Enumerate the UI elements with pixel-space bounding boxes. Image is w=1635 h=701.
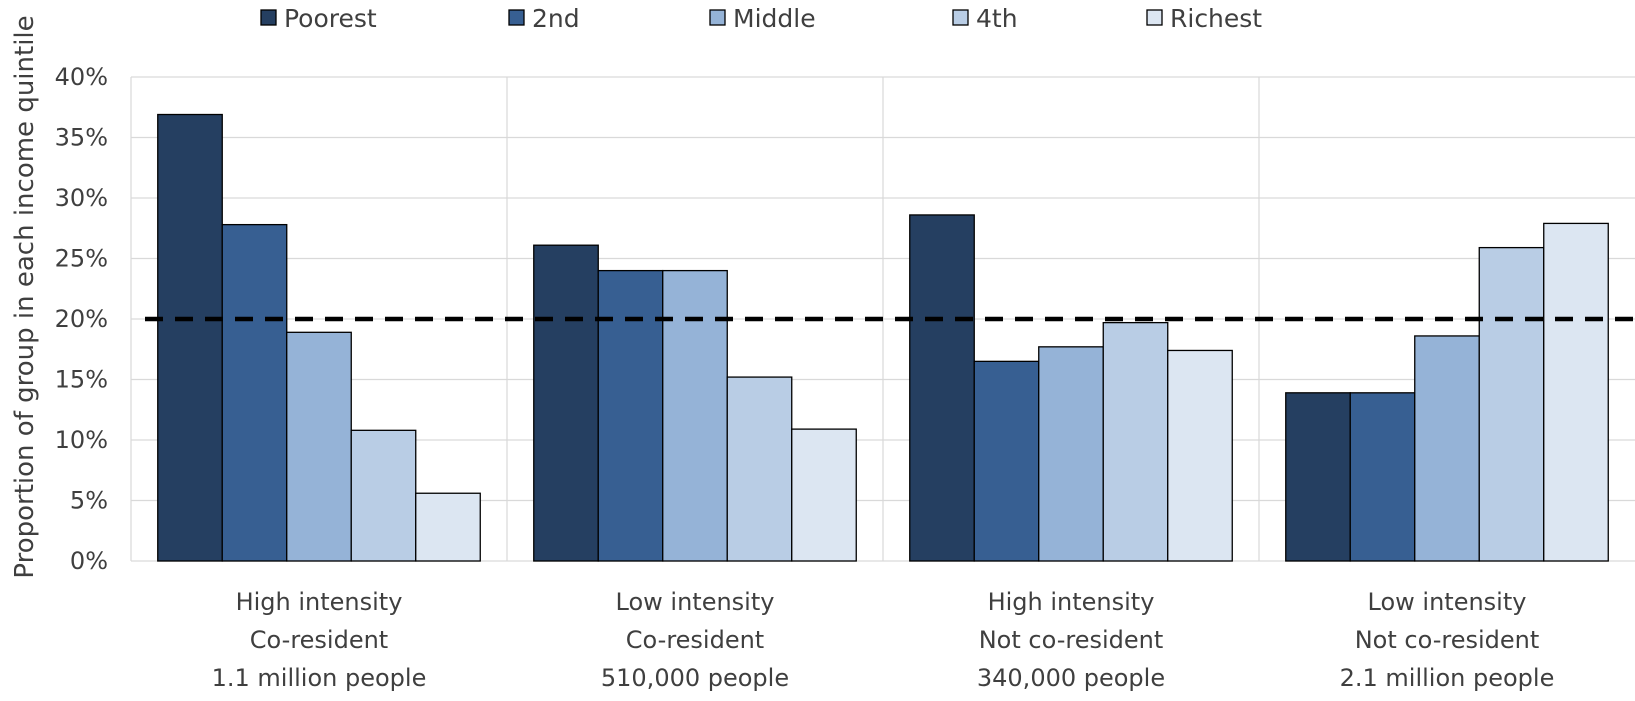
legend-label: 2nd <box>532 4 580 33</box>
y-tick-label: 5% <box>70 487 108 515</box>
bar-2nd <box>221 223 288 562</box>
legend-swatch <box>260 9 277 26</box>
y-tick-label: 25% <box>55 245 108 273</box>
x-category-label: Not co-resident <box>1355 626 1540 654</box>
legend-label: 4th <box>976 4 1018 33</box>
y-tick-label: 35% <box>55 124 108 152</box>
bar-middle <box>1414 335 1480 562</box>
legend-swatch <box>508 9 525 26</box>
bar-poorest <box>157 113 223 562</box>
bar-middle <box>662 269 728 562</box>
bar-richest <box>1543 222 1609 562</box>
bar-poorest <box>909 214 975 562</box>
y-tick-label: 20% <box>55 305 108 333</box>
legend: Poorest 2nd Middle 4th Richest <box>260 4 1262 33</box>
x-category-label: High intensity <box>236 588 403 616</box>
bar-4th <box>350 429 417 562</box>
bar-middle <box>286 331 352 562</box>
bar-richest <box>415 492 481 562</box>
bar-richest <box>1167 349 1233 562</box>
bar-4th <box>1478 246 1545 562</box>
legend-swatch <box>1146 9 1163 26</box>
legend-label: Middle <box>733 4 816 33</box>
legend-swatch <box>952 9 969 26</box>
x-category-label: High intensity <box>988 588 1155 616</box>
bar-2nd <box>597 269 664 562</box>
x-category-label: 340,000 people <box>977 664 1165 692</box>
bar-richest <box>791 428 857 562</box>
y-axis-ticks: 0% 5% 10% 15% 20% 25% 30% 35% 40% <box>55 63 108 575</box>
x-category-label: Co-resident <box>250 626 388 654</box>
x-category-label: Co-resident <box>626 626 764 654</box>
y-tick-label: 40% <box>55 63 108 91</box>
y-tick-label: 15% <box>55 366 108 394</box>
y-tick-label: 0% <box>70 547 108 575</box>
x-category-label: Low intensity <box>616 588 775 616</box>
y-tick-label: 30% <box>55 184 108 212</box>
legend-label: Richest <box>1170 4 1262 33</box>
y-tick-label: 10% <box>55 426 108 454</box>
x-category-label: Not co-resident <box>979 626 1164 654</box>
legend-label: Poorest <box>284 4 377 33</box>
x-category-label: 1.1 million people <box>212 664 427 692</box>
x-category-label: 2.1 million people <box>1340 664 1555 692</box>
x-category-label: 510,000 people <box>601 664 789 692</box>
bar-4th <box>1102 321 1169 562</box>
y-axis-title: Proportion of group in each income quint… <box>10 15 40 578</box>
bar-2nd <box>973 360 1040 562</box>
bar-poorest <box>1285 392 1351 562</box>
x-category-label: Low intensity <box>1368 588 1527 616</box>
legend-swatch <box>709 9 726 26</box>
x-axis-categories: High intensity Co-resident 1.1 million peo… <box>212 588 1555 692</box>
bar-poorest <box>533 244 599 562</box>
bar-middle <box>1038 346 1104 562</box>
bar-4th <box>726 376 793 562</box>
bar-2nd <box>1349 392 1416 562</box>
bars <box>157 113 1609 562</box>
